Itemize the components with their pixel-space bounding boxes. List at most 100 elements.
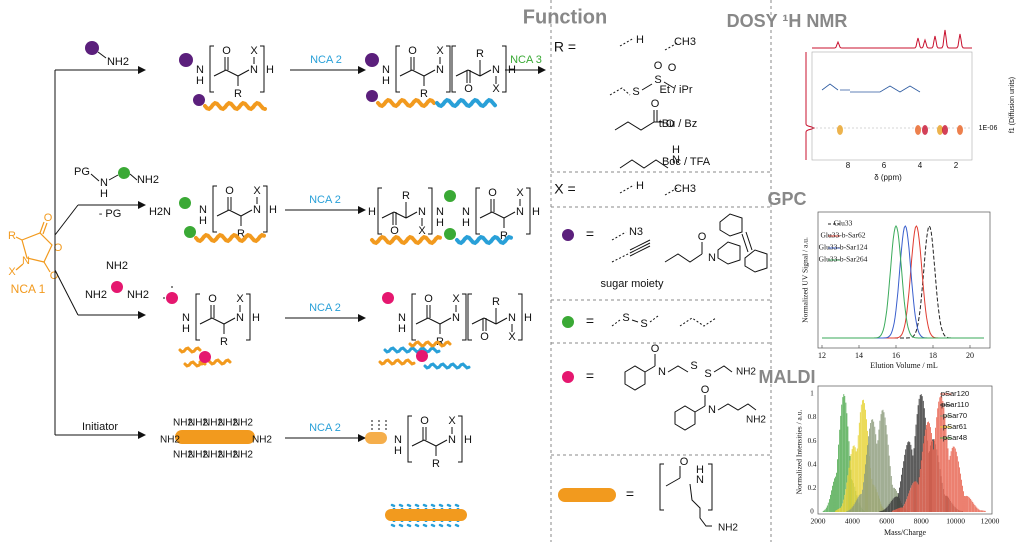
atom: O: [698, 231, 707, 243]
r-group: Boc / TFA: [662, 156, 711, 168]
polymer-chain: [438, 503, 444, 508]
atom: O: [680, 456, 689, 468]
bond: [108, 174, 119, 181]
bracket: [518, 293, 523, 341]
atom: NH2: [736, 367, 756, 378]
bond: [694, 405, 706, 413]
dot: [562, 371, 574, 383]
bond: [491, 211, 505, 219]
panel-title: DOSY ¹H NMR: [727, 11, 848, 31]
monomer-label: NCA 1: [11, 282, 46, 296]
atom: H: [696, 464, 704, 476]
atom: O: [424, 293, 433, 305]
atom: NH2: [218, 418, 238, 429]
atom: R: [220, 336, 228, 348]
x-tick-label: 6: [882, 161, 887, 170]
label: =: [586, 313, 594, 329]
atom: R: [234, 88, 242, 100]
bracket: [209, 45, 214, 93]
atom: N: [448, 434, 456, 446]
bond: [611, 231, 627, 241]
bond: [439, 317, 452, 325]
legend-entry: pSar120: [941, 389, 969, 398]
legend-entry: pSar48: [943, 433, 967, 442]
atom: O: [390, 225, 399, 237]
group: sugar moiety: [601, 278, 664, 290]
structure: [821, 83, 921, 93]
polylysine-icon: [558, 488, 616, 502]
bond: [43, 261, 51, 273]
bond: [664, 186, 680, 196]
legend-entry: Glu33-b-Sar264: [819, 255, 868, 264]
atom: H: [464, 434, 472, 446]
atom: N: [250, 64, 258, 76]
contour: [942, 125, 948, 135]
polymer-chain: [446, 503, 452, 508]
bracket: [260, 45, 265, 93]
dot: [166, 292, 178, 304]
y-tick-label: 0.8: [808, 413, 817, 421]
atom: N: [708, 404, 716, 416]
bond: [641, 83, 653, 91]
reagent-label: NCA 2: [309, 194, 341, 206]
atom: O: [651, 98, 660, 110]
panel-title: Function: [523, 6, 607, 28]
dot: [562, 229, 574, 241]
bond: [42, 222, 48, 235]
bracket: [407, 415, 412, 463]
atom: NH2: [160, 435, 180, 446]
x-tick-label: 18: [929, 351, 937, 360]
legend-entry: pSar70: [943, 411, 967, 420]
polymer-chain: [398, 503, 404, 508]
atom: N: [100, 177, 108, 189]
bond: [619, 184, 635, 194]
polymer-chain: [446, 523, 452, 528]
atom: NH2: [127, 289, 149, 301]
polymer-chain: [390, 523, 396, 528]
atom: H: [266, 64, 274, 76]
label: R =: [554, 39, 576, 55]
legend-entry: pSar110: [941, 400, 969, 409]
atom: O: [54, 242, 63, 254]
bond: [664, 253, 703, 263]
atom: X: [508, 331, 516, 343]
atom: H: [462, 217, 470, 229]
atom: H: [672, 144, 680, 156]
bond: [471, 317, 485, 325]
x-tick-label: 4: [918, 161, 923, 170]
x-tick-label: 20: [966, 351, 974, 360]
r-group: CH3: [674, 36, 696, 48]
atom: H: [436, 217, 444, 229]
atom: NH2: [107, 56, 129, 68]
bond: [415, 317, 429, 325]
atom: X: [236, 293, 244, 305]
atom: R: [237, 228, 245, 240]
dot: [184, 226, 196, 238]
atom: N: [182, 312, 190, 324]
x-tick-label: 2: [954, 161, 959, 170]
ring: [744, 249, 768, 273]
y-tick-label: 0.6: [808, 437, 817, 445]
polymer-chain: [455, 234, 513, 246]
bond: [213, 69, 227, 77]
bracket: [659, 463, 664, 511]
bond: [435, 439, 448, 447]
polymer-chain: [414, 503, 420, 508]
bond: [39, 221, 45, 234]
bond: [679, 317, 717, 327]
axis-label: f1 (Diffusion units): [1009, 77, 1016, 133]
polymer-chain: [430, 503, 436, 508]
atom: O: [666, 118, 675, 130]
atom: R: [402, 190, 410, 202]
legend-entry: Glu33: [834, 219, 853, 228]
bracket: [502, 45, 507, 93]
bracket: [428, 187, 433, 235]
x-tick-label: 4000: [845, 517, 860, 526]
bracket: [458, 415, 463, 463]
atom: R: [476, 48, 484, 60]
atom: X: [516, 187, 524, 199]
dot: [365, 53, 379, 67]
bracket: [526, 187, 531, 235]
atom: H: [398, 323, 406, 335]
